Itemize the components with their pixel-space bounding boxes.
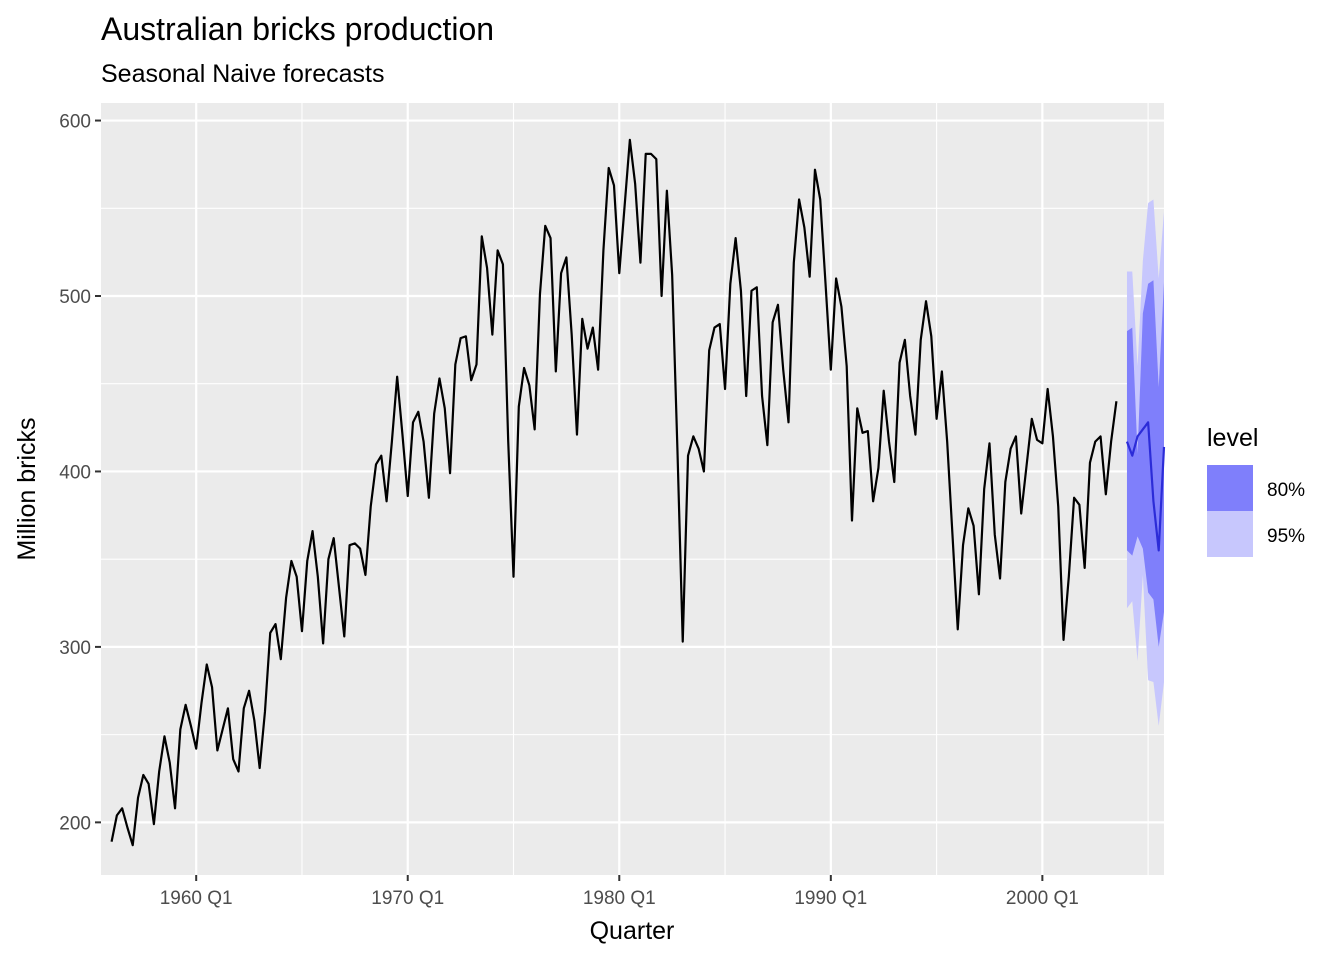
y-tick-label: 600 [59,112,91,133]
x-tick-label: 1990 Q1 [794,888,867,909]
lines-layer [110,138,1166,847]
y-tick-label: 500 [59,287,91,308]
x-tick-label: 1960 Q1 [160,888,233,909]
legend-label-95: 95% [1267,526,1305,547]
chart-subtitle: Seasonal Naive forecasts [101,60,384,88]
legend-key-80 [1207,465,1253,511]
y-tick-label: 400 [59,462,91,483]
x-tick-label: 1970 Q1 [371,888,444,909]
x-axis: 1960 Q1 1970 Q1 1980 Q1 1990 Q1 2000 Q1 [160,875,1079,909]
legend: level 80% 95% [1207,424,1305,557]
y-tick-label: 300 [59,638,91,659]
prediction-interval-80 [1126,280,1164,647]
major-gridlines [101,103,1164,875]
y-axis-title: Million bricks [13,417,41,560]
legend-key-95 [1207,511,1253,557]
forecast-mean-line [1125,421,1166,552]
legend-title: level [1207,424,1258,452]
plot-panel [101,103,1164,875]
x-axis-title: Quarter [590,917,675,945]
x-tick-label: 1980 Q1 [583,888,656,909]
legend-label-80: 80% [1267,480,1305,501]
x-tick-label: 2000 Q1 [1006,888,1079,909]
y-axis: 200 300 400 500 600 [59,112,101,834]
chart-title: Australian bricks production [101,11,494,47]
y-tick-label: 200 [59,813,91,834]
interval-80-layer [1126,280,1164,647]
history-line [110,138,1118,847]
